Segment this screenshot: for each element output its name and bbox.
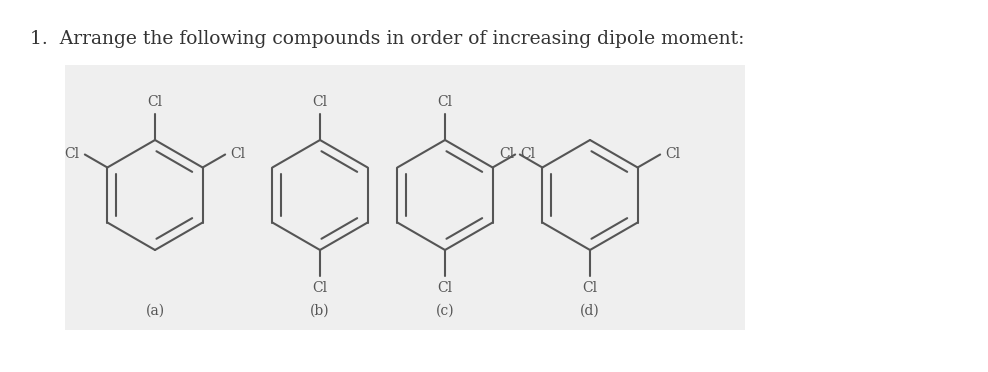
Text: Cl: Cl xyxy=(147,95,163,109)
Text: Cl: Cl xyxy=(520,148,535,161)
Text: (d): (d) xyxy=(580,304,600,318)
Text: Cl: Cl xyxy=(500,148,515,161)
Text: Cl: Cl xyxy=(230,148,245,161)
Text: Cl: Cl xyxy=(312,281,328,295)
Text: (a): (a) xyxy=(145,304,165,318)
Bar xyxy=(65,65,745,330)
Text: Cl: Cl xyxy=(312,95,328,109)
Text: Cl: Cl xyxy=(665,148,681,161)
Text: (c): (c) xyxy=(436,304,454,318)
Text: 1.  Arrange the following compounds in order of increasing dipole moment:: 1. Arrange the following compounds in or… xyxy=(30,30,744,48)
Text: Cl: Cl xyxy=(438,281,453,295)
Text: Cl: Cl xyxy=(65,148,80,161)
Text: Cl: Cl xyxy=(583,281,598,295)
Text: (b): (b) xyxy=(310,304,330,318)
Text: Cl: Cl xyxy=(438,95,453,109)
